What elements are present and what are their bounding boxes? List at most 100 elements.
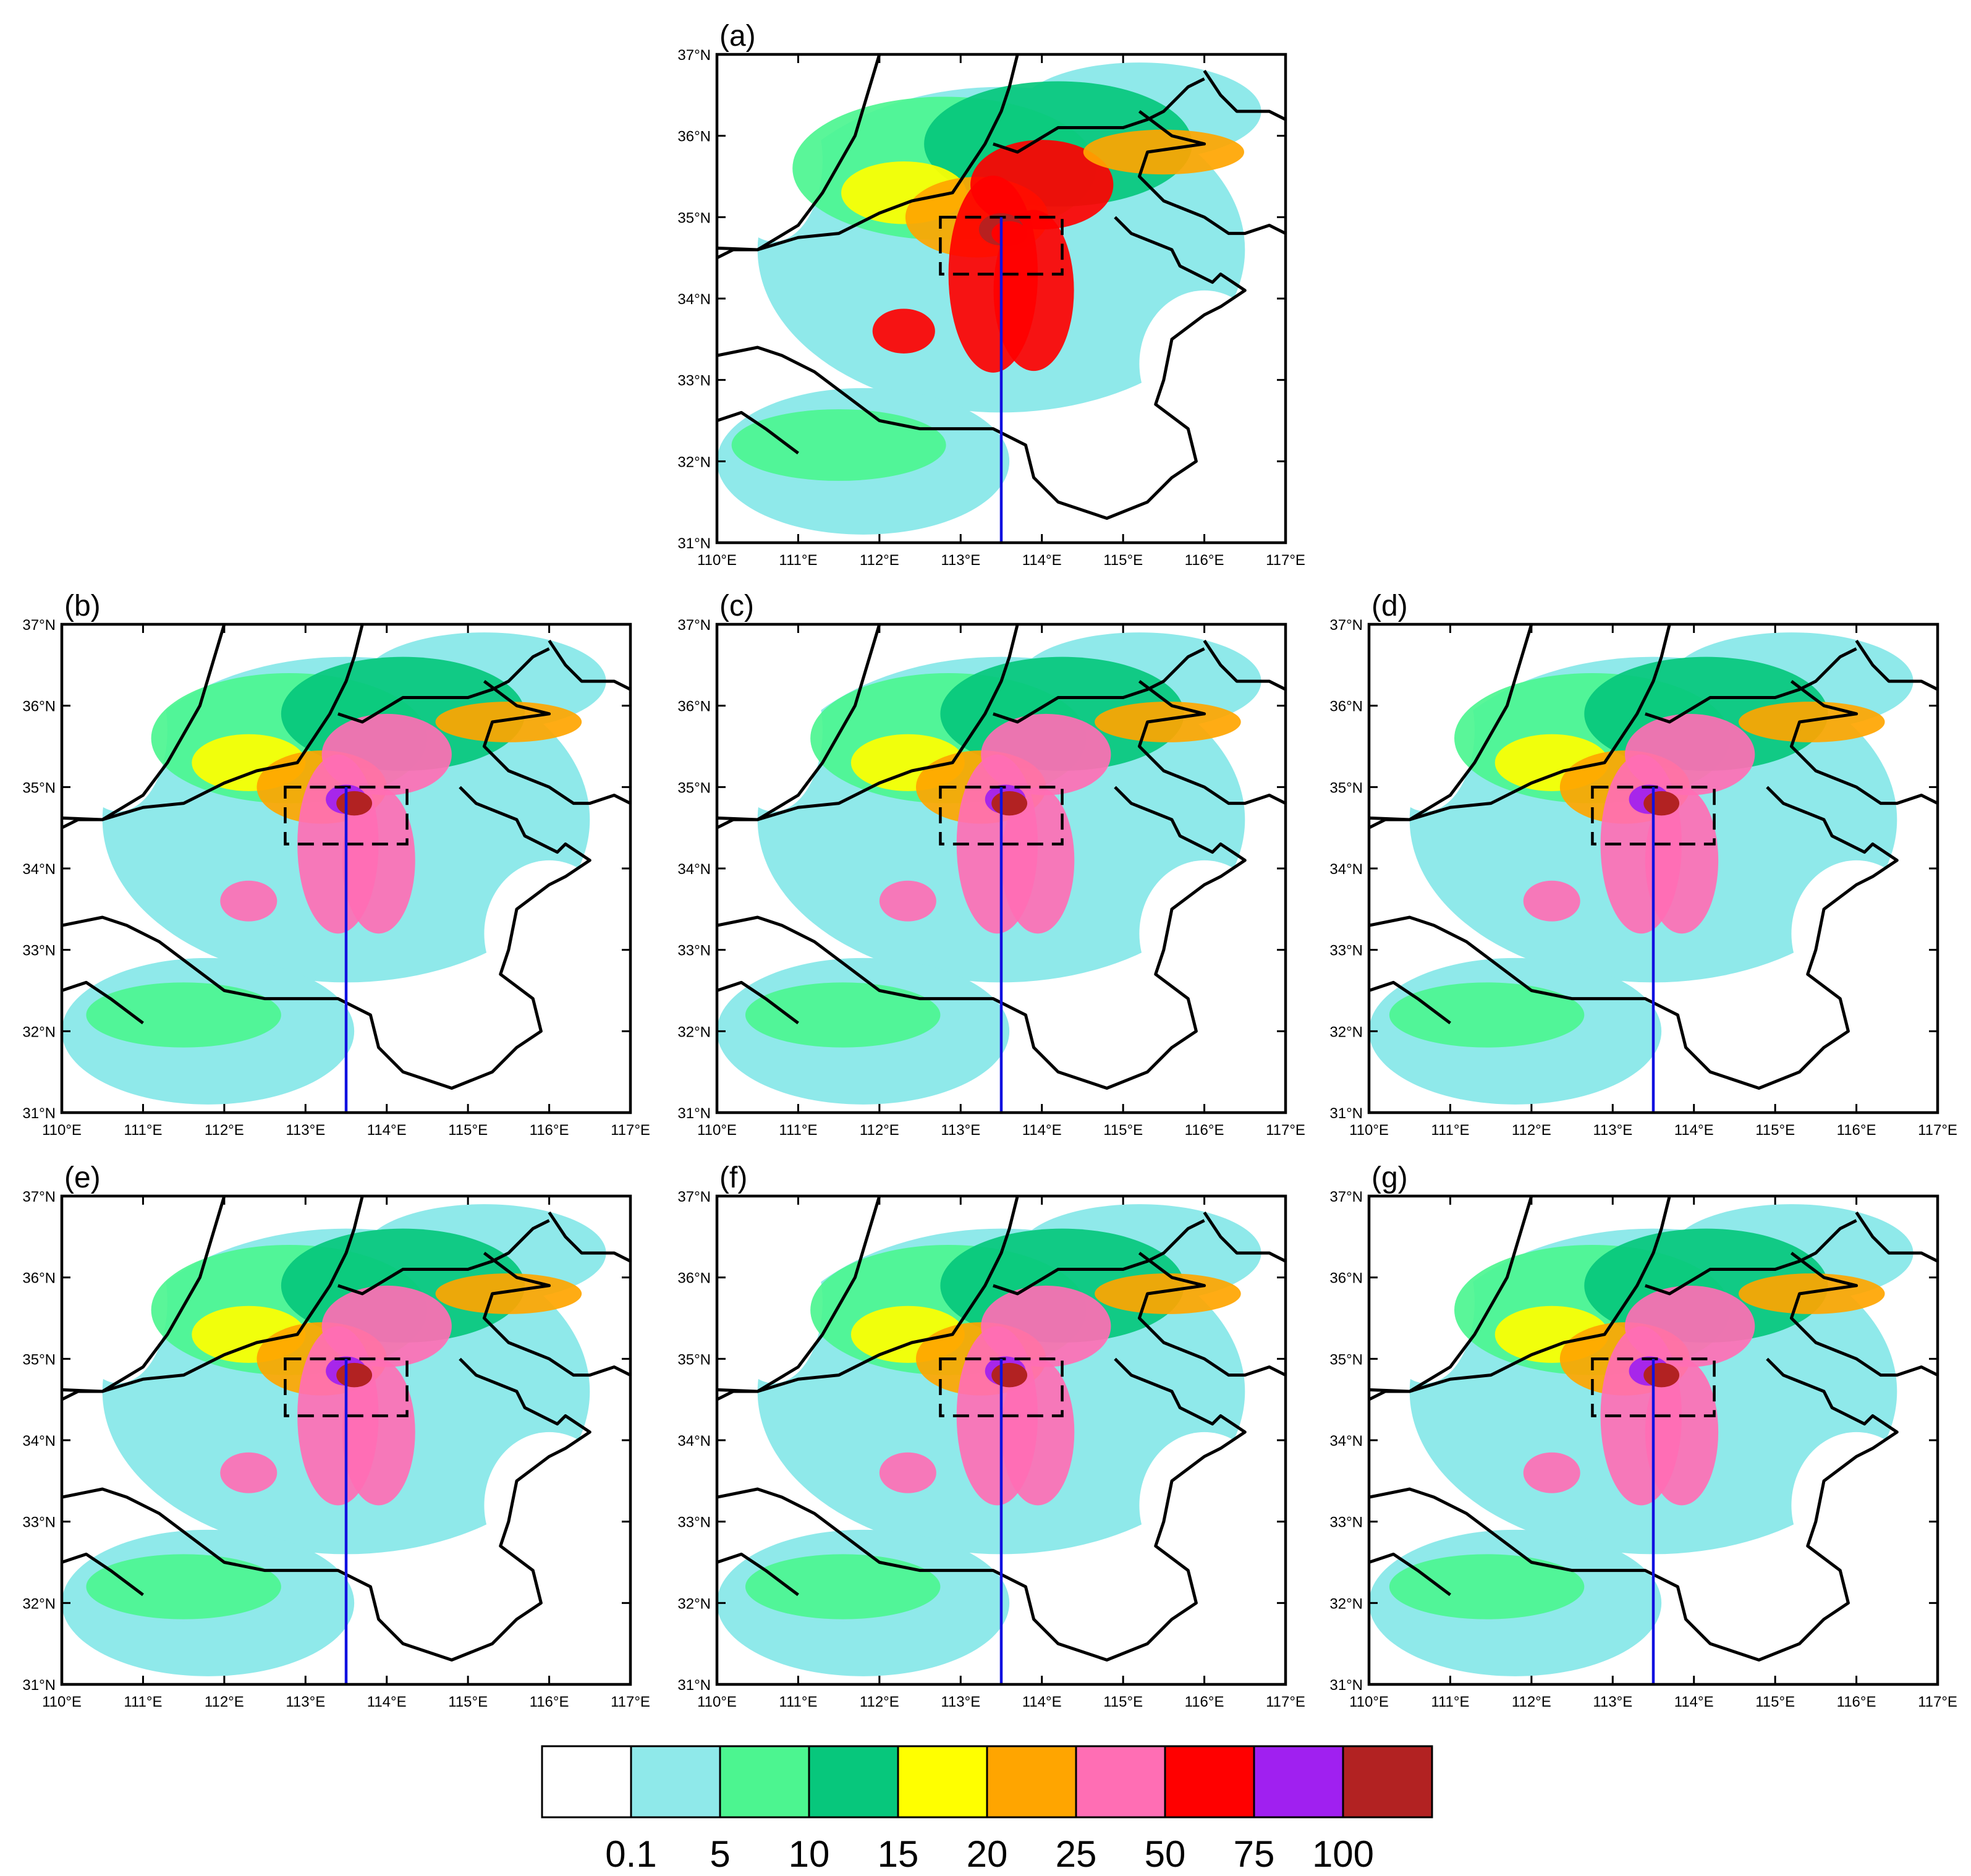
colorbar-swatch — [1075, 1745, 1166, 1819]
province-boundary — [548, 639, 630, 691]
dry-area — [1139, 860, 1269, 1007]
lat-tick-label: 32°N — [677, 454, 711, 470]
province-boundary — [1789, 1252, 1938, 1377]
lon-tick-label: 117°E — [1266, 1122, 1305, 1139]
rain-cell — [435, 702, 582, 742]
map-panel-7: 31°N 32°N 33°N 34°N 35°N 36°N 37°N 110°E 111°E 11… — [1329, 1161, 1957, 1710]
lat-tick-label: 33°N — [1329, 1514, 1363, 1531]
lon-tick-label: 116°E — [1185, 1122, 1224, 1139]
lat-tick-label: 32°N — [22, 1024, 56, 1040]
precip-field — [717, 624, 1286, 1113]
province-boundary — [1789, 680, 1938, 805]
map-panel-6: 31°N 32°N 33°N 34°N 35°N 36°N 37°N 110°E 111°E 11… — [677, 1161, 1305, 1710]
lat-tick-label: 37°N — [22, 617, 56, 634]
colorbar-swatch — [630, 1745, 721, 1819]
province-boundary — [1369, 624, 1671, 821]
rain-cell — [745, 1554, 941, 1619]
lon-tick-label: 112°E — [860, 1122, 899, 1139]
lon-tick-label: 113°E — [941, 552, 980, 569]
precip-field — [1369, 1196, 1938, 1684]
lon-tick-label: 115°E — [1103, 1694, 1143, 1710]
lat-tick-label: 34°N — [677, 1433, 711, 1449]
lat-tick-label: 37°N — [1329, 617, 1363, 634]
province-boundary — [717, 410, 799, 455]
panel-label: (d) — [1371, 590, 1408, 622]
lon-tick-label: 117°E — [1266, 552, 1305, 569]
lon-tick-label: 112°E — [1512, 1694, 1551, 1710]
lat-tick-label: 36°N — [1329, 1270, 1363, 1287]
province-boundary — [1369, 786, 1899, 1090]
province-boundary — [717, 1552, 799, 1597]
lat-tick-label: 32°N — [1329, 1595, 1363, 1612]
rain-cell — [1523, 1452, 1580, 1493]
lat-tick-label: 33°N — [22, 1514, 56, 1531]
province-boundary — [1369, 1357, 1899, 1662]
rain-cell — [342, 787, 415, 934]
province-boundary — [1855, 1211, 1938, 1263]
lon-tick-label: 116°E — [530, 1694, 569, 1710]
dry-area — [725, 648, 823, 812]
colorbar-swatch — [1164, 1745, 1255, 1819]
lat-tick-label: 37°N — [677, 1189, 711, 1205]
lat-tick-label: 32°N — [1329, 1024, 1363, 1040]
lat-tick-label: 36°N — [677, 1270, 711, 1287]
rain-cell — [879, 1452, 936, 1493]
colorbar-label: 5 — [710, 1833, 730, 1875]
lon-tick-label: 114°E — [1674, 1122, 1714, 1139]
lat-tick-label: 33°N — [677, 943, 711, 959]
province-boundary — [1203, 639, 1286, 691]
rain-cell — [1083, 129, 1244, 175]
lon-tick-label: 110°E — [1349, 1122, 1389, 1139]
rain-cell — [872, 308, 935, 354]
rain-cell — [220, 1452, 278, 1493]
lat-tick-label: 37°N — [677, 47, 711, 64]
lat-tick-label: 36°N — [1329, 698, 1363, 715]
panel-label: (e) — [64, 1161, 101, 1194]
province-boundary — [1645, 1219, 1857, 1296]
lat-tick-label: 35°N — [22, 779, 56, 796]
province-boundary — [482, 680, 630, 805]
map-panel-3: 31°N 32°N 33°N 34°N 35°N 36°N 37°N 110°E 111°E 11… — [677, 590, 1305, 1139]
colorbar-label: 100 — [1312, 1833, 1374, 1875]
lat-tick-label: 35°N — [22, 1351, 56, 1368]
lon-tick-label: 111°E — [779, 1122, 817, 1139]
lat-tick-label: 33°N — [22, 943, 56, 959]
province-boundary — [548, 1211, 630, 1263]
dry-area — [1791, 860, 1922, 1007]
lat-tick-label: 31°N — [22, 1677, 56, 1694]
lon-tick-label: 111°E — [779, 552, 817, 569]
lon-tick-label: 113°E — [286, 1694, 325, 1710]
lon-tick-label: 113°E — [1593, 1122, 1632, 1139]
province-boundary — [62, 980, 144, 1025]
lat-tick-label: 34°N — [677, 861, 711, 878]
rain-cell — [1001, 787, 1075, 934]
lat-tick-label: 35°N — [677, 1351, 711, 1368]
panel-label: (c) — [719, 590, 754, 622]
lon-tick-label: 111°E — [124, 1694, 162, 1710]
colorbar-label: 25 — [1056, 1833, 1097, 1875]
province-boundary — [717, 624, 1019, 821]
rain-cell — [435, 1273, 582, 1314]
lat-tick-label: 34°N — [1329, 861, 1363, 878]
lon-tick-label: 117°E — [1918, 1122, 1957, 1139]
lat-tick-label: 35°N — [677, 210, 711, 226]
rain-core — [336, 791, 373, 816]
colorbar-swatch — [541, 1745, 632, 1819]
province-boundary — [337, 1219, 550, 1296]
lat-tick-label: 33°N — [677, 1514, 711, 1531]
lon-tick-label: 110°E — [697, 552, 737, 569]
rain-cell — [1739, 1273, 1885, 1314]
map-panel-2: 31°N 32°N 33°N 34°N 35°N 36°N 37°N 110°E 111°E 11… — [22, 590, 650, 1139]
province-boundary — [1137, 110, 1286, 236]
precip-field — [62, 624, 630, 1113]
dry-area — [70, 1220, 167, 1383]
precip-field — [717, 1196, 1286, 1684]
province-boundary — [1137, 1252, 1286, 1377]
lon-tick-label: 117°E — [611, 1122, 650, 1139]
lat-tick-label: 31°N — [677, 1105, 711, 1122]
colorbar-swatch — [986, 1745, 1077, 1819]
dry-area — [725, 1220, 823, 1383]
lon-tick-label: 115°E — [1103, 1122, 1143, 1139]
lon-tick-label: 114°E — [1674, 1694, 1714, 1710]
